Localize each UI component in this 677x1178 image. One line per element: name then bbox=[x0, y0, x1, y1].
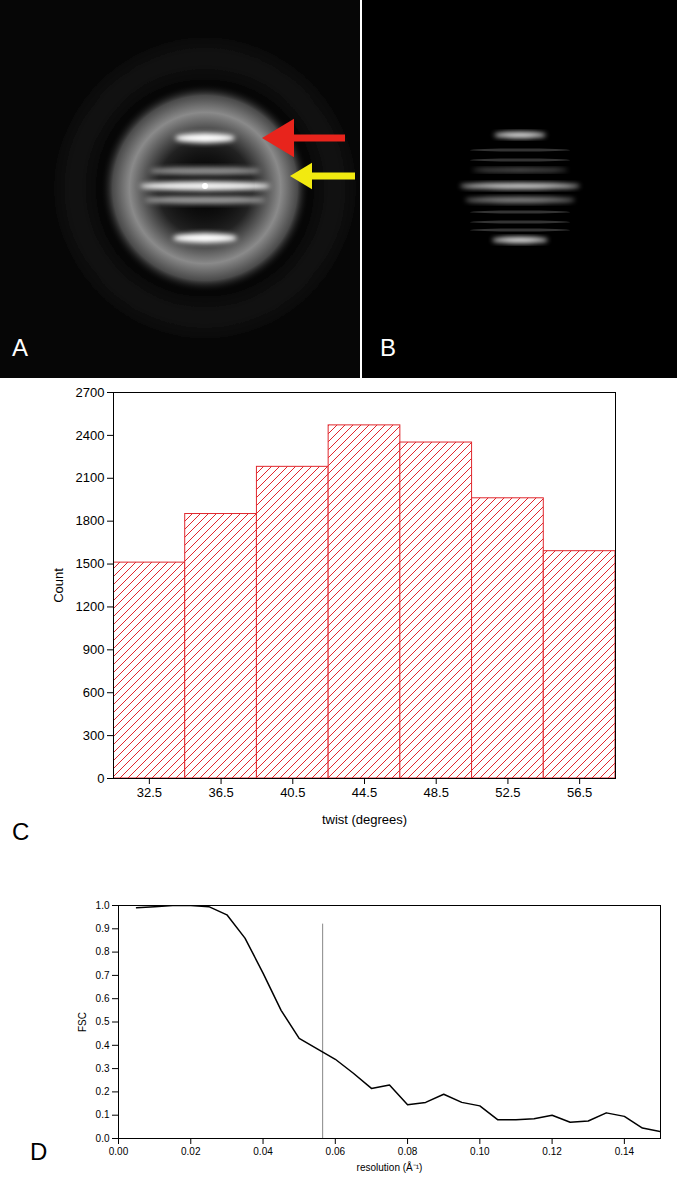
svg-text:twist (degrees): twist (degrees) bbox=[322, 812, 407, 827]
html-text:B: B bbox=[380, 334, 396, 361]
svg-text:0.0: 0.0 bbox=[96, 1133, 110, 1144]
svg-text:0.9: 0.9 bbox=[96, 923, 110, 934]
svg-text:1200: 1200 bbox=[76, 599, 105, 614]
svg-text:1500: 1500 bbox=[76, 556, 105, 571]
svg-text:0.00: 0.00 bbox=[109, 1146, 129, 1157]
svg-text:0.5: 0.5 bbox=[96, 1016, 110, 1027]
svg-text:0.10: 0.10 bbox=[470, 1146, 490, 1157]
svg-text:resolution (Å⁻¹): resolution (Å⁻¹) bbox=[357, 1161, 423, 1173]
svg-text:0.8: 0.8 bbox=[96, 946, 110, 957]
html-text:A: A bbox=[12, 334, 28, 361]
svg-text:2100: 2100 bbox=[76, 470, 105, 485]
svg-text:0.06: 0.06 bbox=[326, 1146, 346, 1157]
svg-text:900: 900 bbox=[83, 642, 105, 657]
svg-text:0.6: 0.6 bbox=[96, 993, 110, 1004]
svg-text:1.0: 1.0 bbox=[96, 900, 110, 911]
svg-text:0.1: 0.1 bbox=[96, 1109, 110, 1120]
svg-text:0.2: 0.2 bbox=[96, 1086, 110, 1097]
html-text:C: C bbox=[12, 818, 30, 845]
svg-text:52.5: 52.5 bbox=[495, 785, 520, 800]
svg-text:32.5: 32.5 bbox=[137, 785, 162, 800]
svg-text:44.5: 44.5 bbox=[352, 785, 377, 800]
svg-text:0.02: 0.02 bbox=[181, 1146, 201, 1157]
svg-text:56.5: 56.5 bbox=[567, 785, 592, 800]
svg-text:0.4: 0.4 bbox=[96, 1040, 110, 1051]
svg-text:Count: Count bbox=[51, 568, 66, 603]
svg-text:40.5: 40.5 bbox=[280, 785, 305, 800]
html-text:D: D bbox=[30, 1138, 48, 1165]
svg-text:0: 0 bbox=[97, 771, 104, 786]
svg-text:0.12: 0.12 bbox=[542, 1146, 562, 1157]
svg-text:300: 300 bbox=[83, 728, 105, 743]
svg-text:1800: 1800 bbox=[76, 513, 105, 528]
svg-text:0.7: 0.7 bbox=[96, 970, 110, 981]
svg-text:0.08: 0.08 bbox=[398, 1146, 418, 1157]
svg-text:FSC: FSC bbox=[77, 1012, 88, 1032]
svg-text:36.5: 36.5 bbox=[208, 785, 233, 800]
svg-text:600: 600 bbox=[83, 685, 105, 700]
svg-text:48.5: 48.5 bbox=[424, 785, 449, 800]
svg-text:0.14: 0.14 bbox=[615, 1146, 635, 1157]
svg-text:0.3: 0.3 bbox=[96, 1063, 110, 1074]
svg-text:2400: 2400 bbox=[76, 428, 105, 443]
svg-text:0.04: 0.04 bbox=[253, 1146, 273, 1157]
svg-text:2700: 2700 bbox=[76, 385, 105, 400]
